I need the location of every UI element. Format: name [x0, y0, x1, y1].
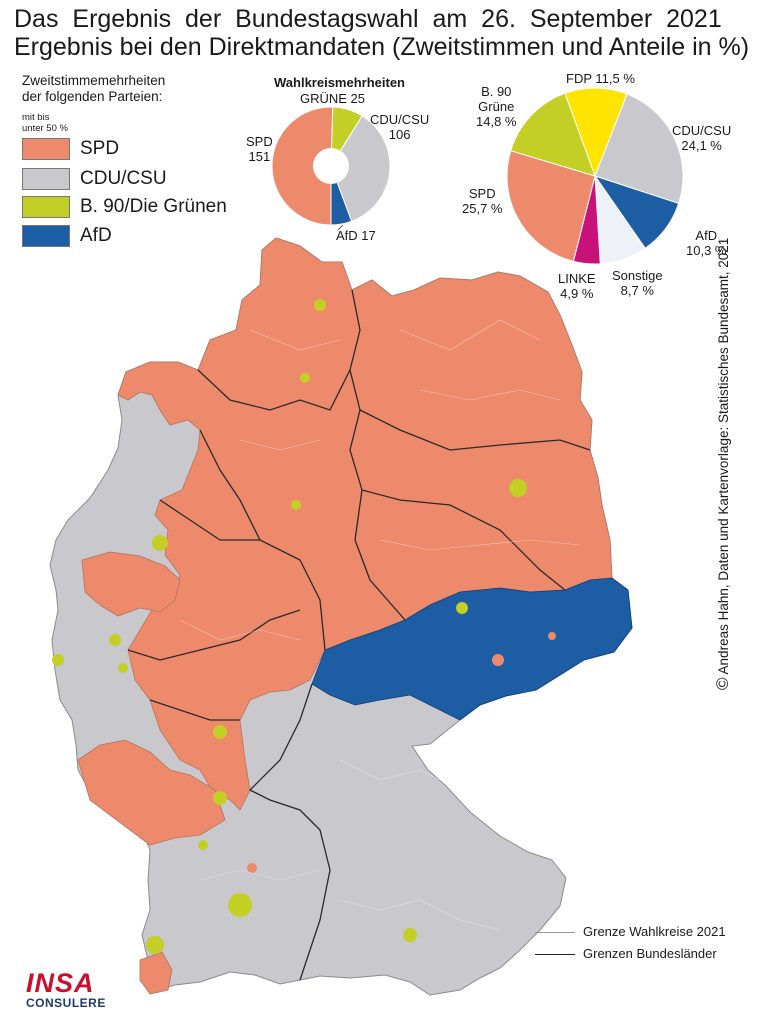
map-spot-gruene — [456, 602, 468, 614]
votes-label-spd: SPD 25,7 % — [462, 186, 502, 216]
votes-label-afd-value: 10,3 % — [686, 243, 727, 258]
votes-label-fdp: FDP 11,5 % — [566, 71, 635, 86]
legend-item-afd: AfD — [22, 225, 272, 249]
votes-label-sonstige-value: 8,7 % — [620, 283, 654, 298]
votes-label-cdu-name: CDU/CSU — [672, 123, 732, 138]
map-spot-gruene — [52, 654, 64, 666]
votes-label-linke-value: 4,9 % — [560, 286, 594, 301]
seats-label-afd: AfD 17 — [336, 228, 376, 243]
votes-label-afd-name: AfD — [695, 228, 718, 243]
germany-map — [49, 237, 633, 996]
map-spot-spd — [247, 863, 257, 873]
insa-logo: INSA CONSULERE — [26, 968, 106, 1011]
seats-donut-chart — [271, 106, 391, 226]
map-spot-gruene — [291, 500, 301, 510]
pie-slice-cdu-csu — [594, 93, 684, 205]
map-spot-gruene — [228, 893, 252, 917]
votes-label-linke: LINKE 4,9 % — [558, 271, 596, 301]
votes-label-sonstige-name: Sonstige — [612, 268, 663, 283]
donut-hole — [313, 148, 349, 184]
map-spot-gruene — [198, 840, 208, 850]
legend-item-spd: SPD — [22, 138, 272, 162]
legend-label-states: Grenzen Bundesländer — [583, 946, 717, 961]
pie-slice-fdp — [564, 87, 628, 178]
district-borders — [179, 319, 581, 931]
legend-label-cdu: CDU/CSU — [80, 168, 167, 189]
votes-label-afd: AfD 10,3 % — [686, 228, 726, 258]
logo-insa-text: INSA — [26, 968, 95, 998]
copyright-icon: © — [713, 677, 732, 690]
state-borders — [127, 289, 591, 981]
legend-heading-line1: Zweitstimmemehrheiten — [22, 73, 166, 88]
leader-line-afd — [337, 224, 344, 231]
seats-label-gruene: GRÜNE 25 — [300, 91, 366, 106]
pie-slice-spd — [506, 150, 596, 262]
seats-label-cdu-value: 106 — [388, 127, 411, 142]
map-region-spd-lorrach — [139, 951, 173, 995]
legend-label-afd: AfD — [80, 225, 112, 246]
main-title: Das Ergebnis der Bundestagswahl am 26. S… — [14, 5, 722, 33]
pie-slice-b-90-gr-ne — [510, 92, 596, 177]
seats-label-spd-value: 151 — [248, 149, 271, 164]
votes-label-gruene-value: 14,8 % — [476, 114, 517, 129]
legend-swatch-spd — [22, 138, 70, 160]
source-credit: © Andreas Hahn, Daten und Kartenvorlage:… — [713, 238, 733, 690]
pie-slice-cdu-csu — [330, 115, 391, 222]
map-region-spd-north — [117, 237, 613, 811]
map-spot-gruene — [146, 936, 164, 954]
seats-chart-title: Wahlkreismehrheiten — [274, 75, 406, 90]
legend-sub-line2: unter 50 % — [22, 123, 68, 134]
map-spot-gruene — [118, 663, 128, 673]
map-spot-spd — [548, 632, 556, 640]
votes-pie-chart — [506, 87, 684, 265]
votes-label-spd-value: 25,7 % — [462, 201, 503, 216]
legend-sub-line1: mit bis — [22, 112, 50, 123]
legend-swatch-afd — [22, 225, 70, 247]
votes-label-gruene-line1: B. 90 — [481, 84, 512, 99]
map-spot-gruene — [152, 535, 168, 551]
votes-label-cdu: CDU/CSU 24,1 % — [672, 123, 731, 153]
legend-heading-line2: der folgenden Parteien: — [22, 89, 163, 104]
legend-label-spd: SPD — [80, 138, 120, 159]
map-spot-gruene — [213, 725, 227, 739]
map-spot-gruene — [509, 479, 527, 497]
seats-label-spd: SPD 151 — [246, 134, 273, 164]
votes-label-gruene-line2: Grüne — [478, 99, 515, 114]
source-credit-text: Andreas Hahn, Daten und Kartenvorlage: S… — [716, 237, 731, 675]
seats-label-spd-name: SPD — [246, 134, 273, 149]
legend-line-states — [535, 954, 575, 955]
seats-label-cdu: CDU/CSU 106 — [370, 112, 429, 142]
map-region-spd-west — [81, 551, 181, 617]
legend-line-districts — [535, 932, 575, 933]
votes-label-spd-name: SPD — [468, 186, 496, 201]
votes-label-linke-name: LINKE — [558, 271, 596, 286]
legend-item-cdu: CDU/CSU — [22, 168, 272, 192]
map-spot-gruene — [403, 928, 417, 942]
legend-subheading: mit bis unter 50 % — [22, 112, 68, 134]
map-spot-gruene — [300, 373, 310, 383]
votes-label-gruene: B. 90 Grüne 14,8 % — [476, 84, 516, 129]
subtitle: Ergebnis bei den Direktmandaten (Zweitst… — [14, 33, 750, 61]
map-region-afd-east — [311, 577, 633, 721]
map-spot-gruene — [314, 299, 326, 311]
logo-consulere-text: CONSULERE — [26, 996, 106, 1010]
map-spot-gruene — [213, 791, 227, 805]
map-spot-spd — [492, 654, 504, 666]
votes-label-cdu-value: 24,1 % — [681, 138, 722, 153]
votes-label-sonstige: Sonstige 8,7 % — [612, 268, 663, 298]
legend-swatch-gruene — [22, 196, 70, 218]
map-spot-gruene — [109, 634, 121, 646]
legend-label-districts: Grenze Wahlkreise 2021 — [583, 924, 726, 939]
map-region-spd-southwest — [77, 739, 226, 846]
legend-heading: Zweitstimmemehrheiten der folgenden Part… — [22, 73, 165, 105]
legend-label-gruene: B. 90/Die Grünen — [80, 196, 227, 217]
pie-slice-spd — [271, 106, 334, 226]
seats-label-cdu-name: CDU/CSU — [370, 112, 430, 127]
legend-item-gruene: B. 90/Die Grünen — [22, 196, 272, 220]
legend-swatch-cdu — [22, 168, 70, 190]
